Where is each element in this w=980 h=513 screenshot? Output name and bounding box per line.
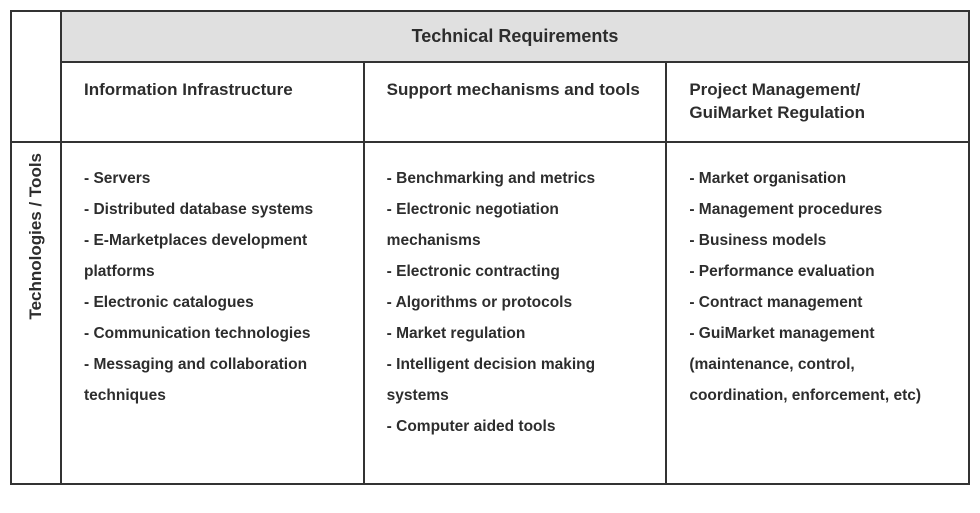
- list-item: - Algorithms or protocols: [387, 287, 644, 318]
- table-top-header: Technical Requirements: [62, 12, 968, 63]
- list-item: - Market organisation: [689, 163, 946, 194]
- list-item: - Electronic negotiation mechanisms: [387, 194, 644, 256]
- list-item: - Servers: [84, 163, 341, 194]
- side-header-cell: Technologies / Tools: [11, 142, 61, 484]
- list-item: - Electronic catalogues: [84, 287, 341, 318]
- list-item: - Performance evaluation: [689, 256, 946, 287]
- list-item: - E-Marketplaces development platforms: [84, 225, 341, 287]
- body-col-2: - Market organisation- Management proced…: [665, 143, 968, 483]
- requirements-table: Technical Requirements Information Infra…: [10, 10, 970, 485]
- list-item: - Communication technologies: [84, 318, 341, 349]
- list-item: - Market regulation: [387, 318, 644, 349]
- body-col-0: - Servers- Distributed database systems-…: [62, 143, 363, 483]
- list-item: - Benchmarking and metrics: [387, 163, 644, 194]
- list-item: - GuiMarket management (maintenance, con…: [689, 318, 946, 411]
- body-wrap: - Servers- Distributed database systems-…: [61, 142, 969, 484]
- col-header-2: Project Management/ GuiMarket Regulation: [665, 63, 968, 141]
- list-item: - Computer aided tools: [387, 411, 644, 442]
- col-header-0: Information Infrastructure: [62, 63, 363, 141]
- list-item: - Electronic contracting: [387, 256, 644, 287]
- list-item: - Business models: [689, 225, 946, 256]
- sub-headers-row: Information Infrastructure Support mecha…: [62, 63, 968, 141]
- list-item: - Intelligent decision making systems: [387, 349, 644, 411]
- corner-cell: [11, 11, 61, 142]
- side-header-label: Technologies / Tools: [26, 143, 46, 330]
- col-header-1: Support mechanisms and tools: [363, 63, 666, 141]
- body-cells-row: - Servers- Distributed database systems-…: [62, 143, 968, 483]
- list-item: - Management procedures: [689, 194, 946, 225]
- body-col-1: - Benchmarking and metrics- Electronic n…: [363, 143, 666, 483]
- top-header-wrap: Technical Requirements Information Infra…: [61, 11, 969, 142]
- list-item: - Contract management: [689, 287, 946, 318]
- list-item: - Distributed database systems: [84, 194, 341, 225]
- list-item: - Messaging and collaboration techniques: [84, 349, 341, 411]
